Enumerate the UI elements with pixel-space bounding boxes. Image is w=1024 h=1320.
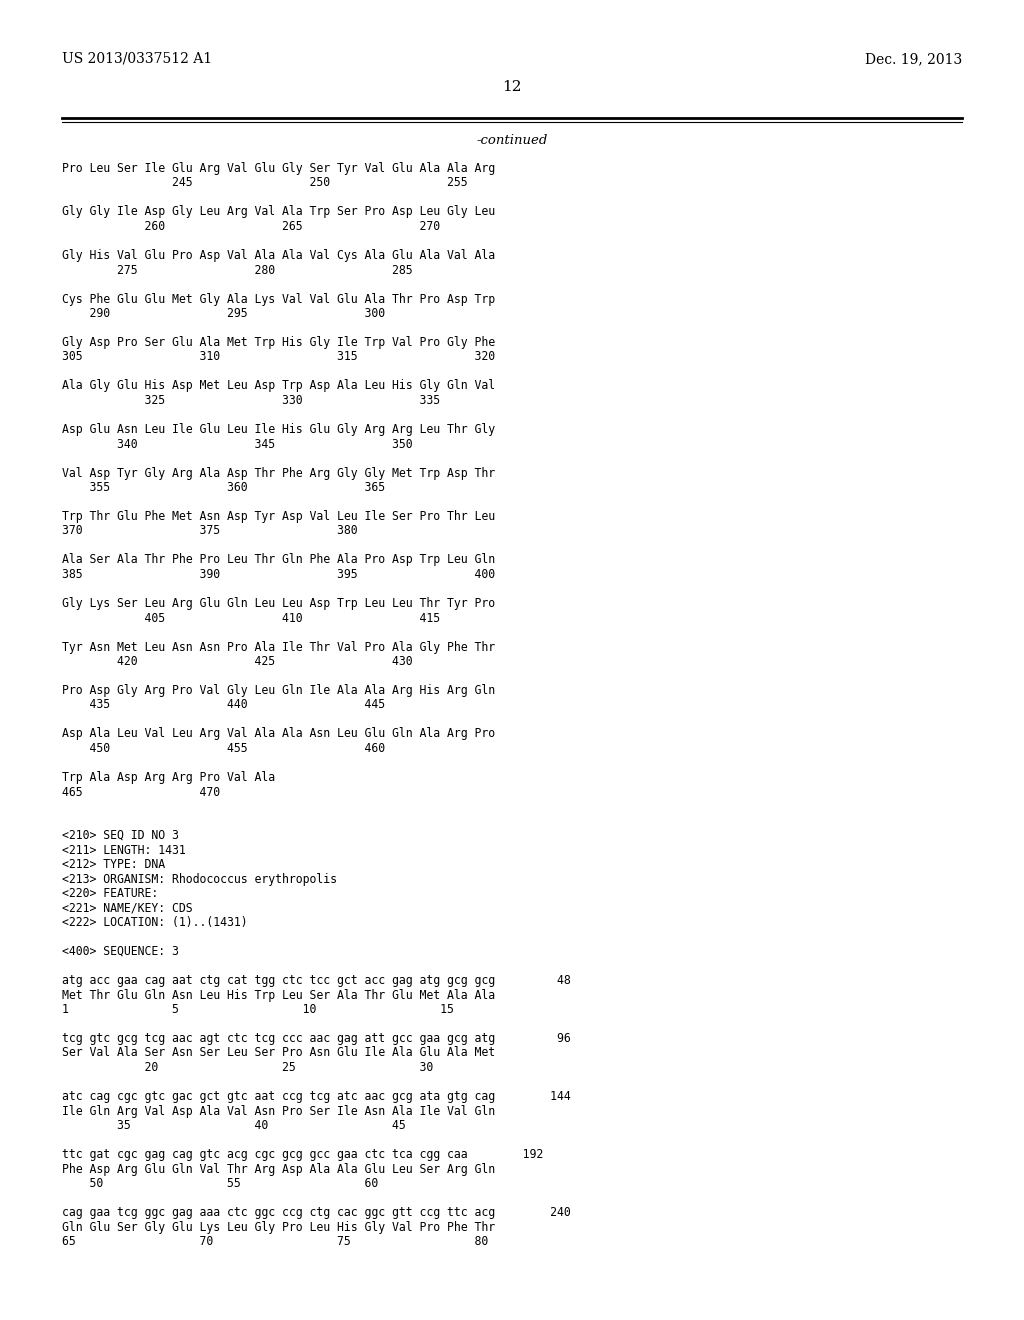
Text: tcg gtc gcg tcg aac agt ctc tcg ccc aac gag att gcc gaa gcg atg         96: tcg gtc gcg tcg aac agt ctc tcg ccc aac … [62, 1032, 570, 1045]
Text: <212> TYPE: DNA: <212> TYPE: DNA [62, 858, 165, 871]
Text: Dec. 19, 2013: Dec. 19, 2013 [864, 51, 962, 66]
Text: Ser Val Ala Ser Asn Ser Leu Ser Pro Asn Glu Ile Ala Glu Ala Met: Ser Val Ala Ser Asn Ser Leu Ser Pro Asn … [62, 1047, 496, 1060]
Text: 245                 250                 255: 245 250 255 [62, 177, 468, 190]
Text: Cys Phe Glu Glu Met Gly Ala Lys Val Val Glu Ala Thr Pro Asp Trp: Cys Phe Glu Glu Met Gly Ala Lys Val Val … [62, 293, 496, 305]
Text: Gln Glu Ser Gly Glu Lys Leu Gly Pro Leu His Gly Val Pro Phe Thr: Gln Glu Ser Gly Glu Lys Leu Gly Pro Leu … [62, 1221, 496, 1233]
Text: <221> NAME/KEY: CDS: <221> NAME/KEY: CDS [62, 902, 193, 915]
Text: 435                 440                 445: 435 440 445 [62, 698, 385, 711]
Text: Pro Asp Gly Arg Pro Val Gly Leu Gln Ile Ala Ala Arg His Arg Gln: Pro Asp Gly Arg Pro Val Gly Leu Gln Ile … [62, 684, 496, 697]
Text: 465                 470: 465 470 [62, 785, 220, 799]
Text: <213> ORGANISM: Rhodococcus erythropolis: <213> ORGANISM: Rhodococcus erythropolis [62, 873, 337, 886]
Text: 290                 295                 300: 290 295 300 [62, 308, 385, 319]
Text: Ala Ser Ala Thr Phe Pro Leu Thr Gln Phe Ala Pro Asp Trp Leu Gln: Ala Ser Ala Thr Phe Pro Leu Thr Gln Phe … [62, 553, 496, 566]
Text: <210> SEQ ID NO 3: <210> SEQ ID NO 3 [62, 829, 179, 842]
Text: 1               5                  10                  15: 1 5 10 15 [62, 1003, 454, 1016]
Text: -continued: -continued [476, 135, 548, 147]
Text: Ile Gln Arg Val Asp Ala Val Asn Pro Ser Ile Asn Ala Ile Val Gln: Ile Gln Arg Val Asp Ala Val Asn Pro Ser … [62, 1105, 496, 1118]
Text: atc cag cgc gtc gac gct gtc aat ccg tcg atc aac gcg ata gtg cag        144: atc cag cgc gtc gac gct gtc aat ccg tcg … [62, 1090, 570, 1104]
Text: 450                 455                 460: 450 455 460 [62, 742, 385, 755]
Text: 355                 360                 365: 355 360 365 [62, 480, 385, 494]
Text: 275                 280                 285: 275 280 285 [62, 264, 413, 276]
Text: atg acc gaa cag aat ctg cat tgg ctc tcc gct acc gag atg gcg gcg         48: atg acc gaa cag aat ctg cat tgg ctc tcc … [62, 974, 570, 987]
Text: 340                 345                 350: 340 345 350 [62, 437, 413, 450]
Text: Gly Asp Pro Ser Glu Ala Met Trp His Gly Ile Trp Val Pro Gly Phe: Gly Asp Pro Ser Glu Ala Met Trp His Gly … [62, 337, 496, 348]
Text: Asp Glu Asn Leu Ile Glu Leu Ile His Glu Gly Arg Arg Leu Thr Gly: Asp Glu Asn Leu Ile Glu Leu Ile His Glu … [62, 422, 496, 436]
Text: <211> LENGTH: 1431: <211> LENGTH: 1431 [62, 843, 185, 857]
Text: 260                 265                 270: 260 265 270 [62, 220, 440, 234]
Text: 370                 375                 380: 370 375 380 [62, 524, 357, 537]
Text: 405                 410                 415: 405 410 415 [62, 611, 440, 624]
Text: 12: 12 [502, 81, 522, 94]
Text: 65                  70                  75                  80: 65 70 75 80 [62, 1236, 488, 1247]
Text: <220> FEATURE:: <220> FEATURE: [62, 887, 159, 900]
Text: ttc gat cgc gag cag gtc acg cgc gcg gcc gaa ctc tca cgg caa        192: ttc gat cgc gag cag gtc acg cgc gcg gcc … [62, 1148, 544, 1162]
Text: <400> SEQUENCE: 3: <400> SEQUENCE: 3 [62, 945, 179, 958]
Text: 305                 310                 315                 320: 305 310 315 320 [62, 351, 496, 363]
Text: Val Asp Tyr Gly Arg Ala Asp Thr Phe Arg Gly Gly Met Trp Asp Thr: Val Asp Tyr Gly Arg Ala Asp Thr Phe Arg … [62, 466, 496, 479]
Text: 385                 390                 395                 400: 385 390 395 400 [62, 568, 496, 581]
Text: Trp Ala Asp Arg Arg Pro Val Ala: Trp Ala Asp Arg Arg Pro Val Ala [62, 771, 275, 784]
Text: 50                  55                  60: 50 55 60 [62, 1177, 378, 1191]
Text: cag gaa tcg ggc gag aaa ctc ggc ccg ctg cac ggc gtt ccg ttc acg        240: cag gaa tcg ggc gag aaa ctc ggc ccg ctg … [62, 1206, 570, 1218]
Text: <222> LOCATION: (1)..(1431): <222> LOCATION: (1)..(1431) [62, 916, 248, 929]
Text: 35                  40                  45: 35 40 45 [62, 1119, 406, 1133]
Text: Asp Ala Leu Val Leu Arg Val Ala Ala Asn Leu Glu Gln Ala Arg Pro: Asp Ala Leu Val Leu Arg Val Ala Ala Asn … [62, 727, 496, 741]
Text: Tyr Asn Met Leu Asn Asn Pro Ala Ile Thr Val Pro Ala Gly Phe Thr: Tyr Asn Met Leu Asn Asn Pro Ala Ile Thr … [62, 640, 496, 653]
Text: Gly Lys Ser Leu Arg Glu Gln Leu Leu Asp Trp Leu Leu Thr Tyr Pro: Gly Lys Ser Leu Arg Glu Gln Leu Leu Asp … [62, 597, 496, 610]
Text: 420                 425                 430: 420 425 430 [62, 655, 413, 668]
Text: Ala Gly Glu His Asp Met Leu Asp Trp Asp Ala Leu His Gly Gln Val: Ala Gly Glu His Asp Met Leu Asp Trp Asp … [62, 380, 496, 392]
Text: Gly His Val Glu Pro Asp Val Ala Ala Val Cys Ala Glu Ala Val Ala: Gly His Val Glu Pro Asp Val Ala Ala Val … [62, 249, 496, 261]
Text: Gly Gly Ile Asp Gly Leu Arg Val Ala Trp Ser Pro Asp Leu Gly Leu: Gly Gly Ile Asp Gly Leu Arg Val Ala Trp … [62, 206, 496, 219]
Text: Pro Leu Ser Ile Glu Arg Val Glu Gly Ser Tyr Val Glu Ala Ala Arg: Pro Leu Ser Ile Glu Arg Val Glu Gly Ser … [62, 162, 496, 176]
Text: Trp Thr Glu Phe Met Asn Asp Tyr Asp Val Leu Ile Ser Pro Thr Leu: Trp Thr Glu Phe Met Asn Asp Tyr Asp Val … [62, 510, 496, 523]
Text: Phe Asp Arg Glu Gln Val Thr Arg Asp Ala Ala Glu Leu Ser Arg Gln: Phe Asp Arg Glu Gln Val Thr Arg Asp Ala … [62, 1163, 496, 1176]
Text: Met Thr Glu Gln Asn Leu His Trp Leu Ser Ala Thr Glu Met Ala Ala: Met Thr Glu Gln Asn Leu His Trp Leu Ser … [62, 989, 496, 1002]
Text: 20                  25                  30: 20 25 30 [62, 1061, 433, 1074]
Text: 325                 330                 335: 325 330 335 [62, 393, 440, 407]
Text: US 2013/0337512 A1: US 2013/0337512 A1 [62, 51, 212, 66]
